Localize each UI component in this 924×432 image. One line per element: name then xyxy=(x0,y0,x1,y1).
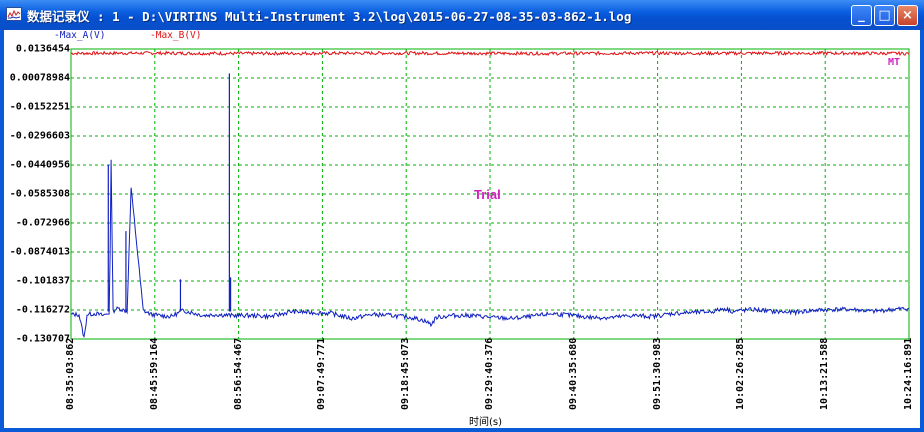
y-tick-label: 0.0136454 xyxy=(15,43,70,55)
series-b-line xyxy=(70,50,910,57)
x-tick-label: 09:51:30:983 xyxy=(651,337,663,410)
y-tick-label: -0.0152251 xyxy=(9,101,70,113)
x-tick-label: 08:45:59:164 xyxy=(148,337,160,410)
x-axis-title: 时间(s) xyxy=(469,417,503,428)
x-tick-label: 09:18:45:073 xyxy=(400,337,412,410)
chart-area[interactable]: -Max_A(V) -Max_B(V) MT Trial 0.0136454 0.… xyxy=(4,30,920,428)
minimize-button[interactable]: _ xyxy=(851,5,872,26)
chart-app-icon xyxy=(6,7,22,21)
y-tick-label: -0.072966 xyxy=(15,217,70,229)
plot-canvas[interactable] xyxy=(4,30,920,428)
series-a-layer xyxy=(70,159,910,339)
x-tick-label: 10:02:26:285 xyxy=(735,337,747,410)
close-button[interactable]: × xyxy=(897,5,918,26)
x-tick-label: 09:29:40:376 xyxy=(484,337,495,410)
y-tick-label: -0.130707 xyxy=(15,333,70,345)
maximize-button[interactable]: □ xyxy=(874,5,895,26)
y-tick-label: -0.0440956 xyxy=(9,159,70,171)
series-a-line xyxy=(70,159,910,339)
y-tick-label: -0.116272 xyxy=(15,304,70,316)
spike-layer xyxy=(107,73,232,312)
x-tick-label: 10:24:16:891 xyxy=(903,337,914,410)
x-tick-label: 10:13:21:588 xyxy=(819,337,831,410)
marker-mt-label: MT xyxy=(888,57,901,68)
x-tick-label: 08:56:54:467 xyxy=(232,337,244,410)
legend-series-a: -Max_A(V) xyxy=(54,30,106,41)
x-tick-label: 09:07:49:771 xyxy=(316,337,328,410)
trial-watermark: Trial xyxy=(474,187,501,202)
x-tick-label: 09:40:35:680 xyxy=(567,337,579,410)
series-b-layer xyxy=(70,50,910,57)
y-tick-label: 0.00078984 xyxy=(9,72,70,84)
y-tick-label: -0.0874013 xyxy=(9,246,70,258)
y-tick-label: -0.0296603 xyxy=(9,130,70,142)
y-tick-label: -0.101837 xyxy=(15,275,70,287)
window-title: 数据记录仪 : 1 - D:\VIRTINS Multi-Instrument … xyxy=(27,9,632,24)
x-tick-label: 08:35:03:862 xyxy=(65,337,76,410)
y-tick-label: -0.0585308 xyxy=(9,188,70,200)
legend-series-b: -Max_B(V) xyxy=(150,30,202,41)
title-bar[interactable]: 数据记录仪 : 1 - D:\VIRTINS Multi-Instrument … xyxy=(0,0,924,30)
